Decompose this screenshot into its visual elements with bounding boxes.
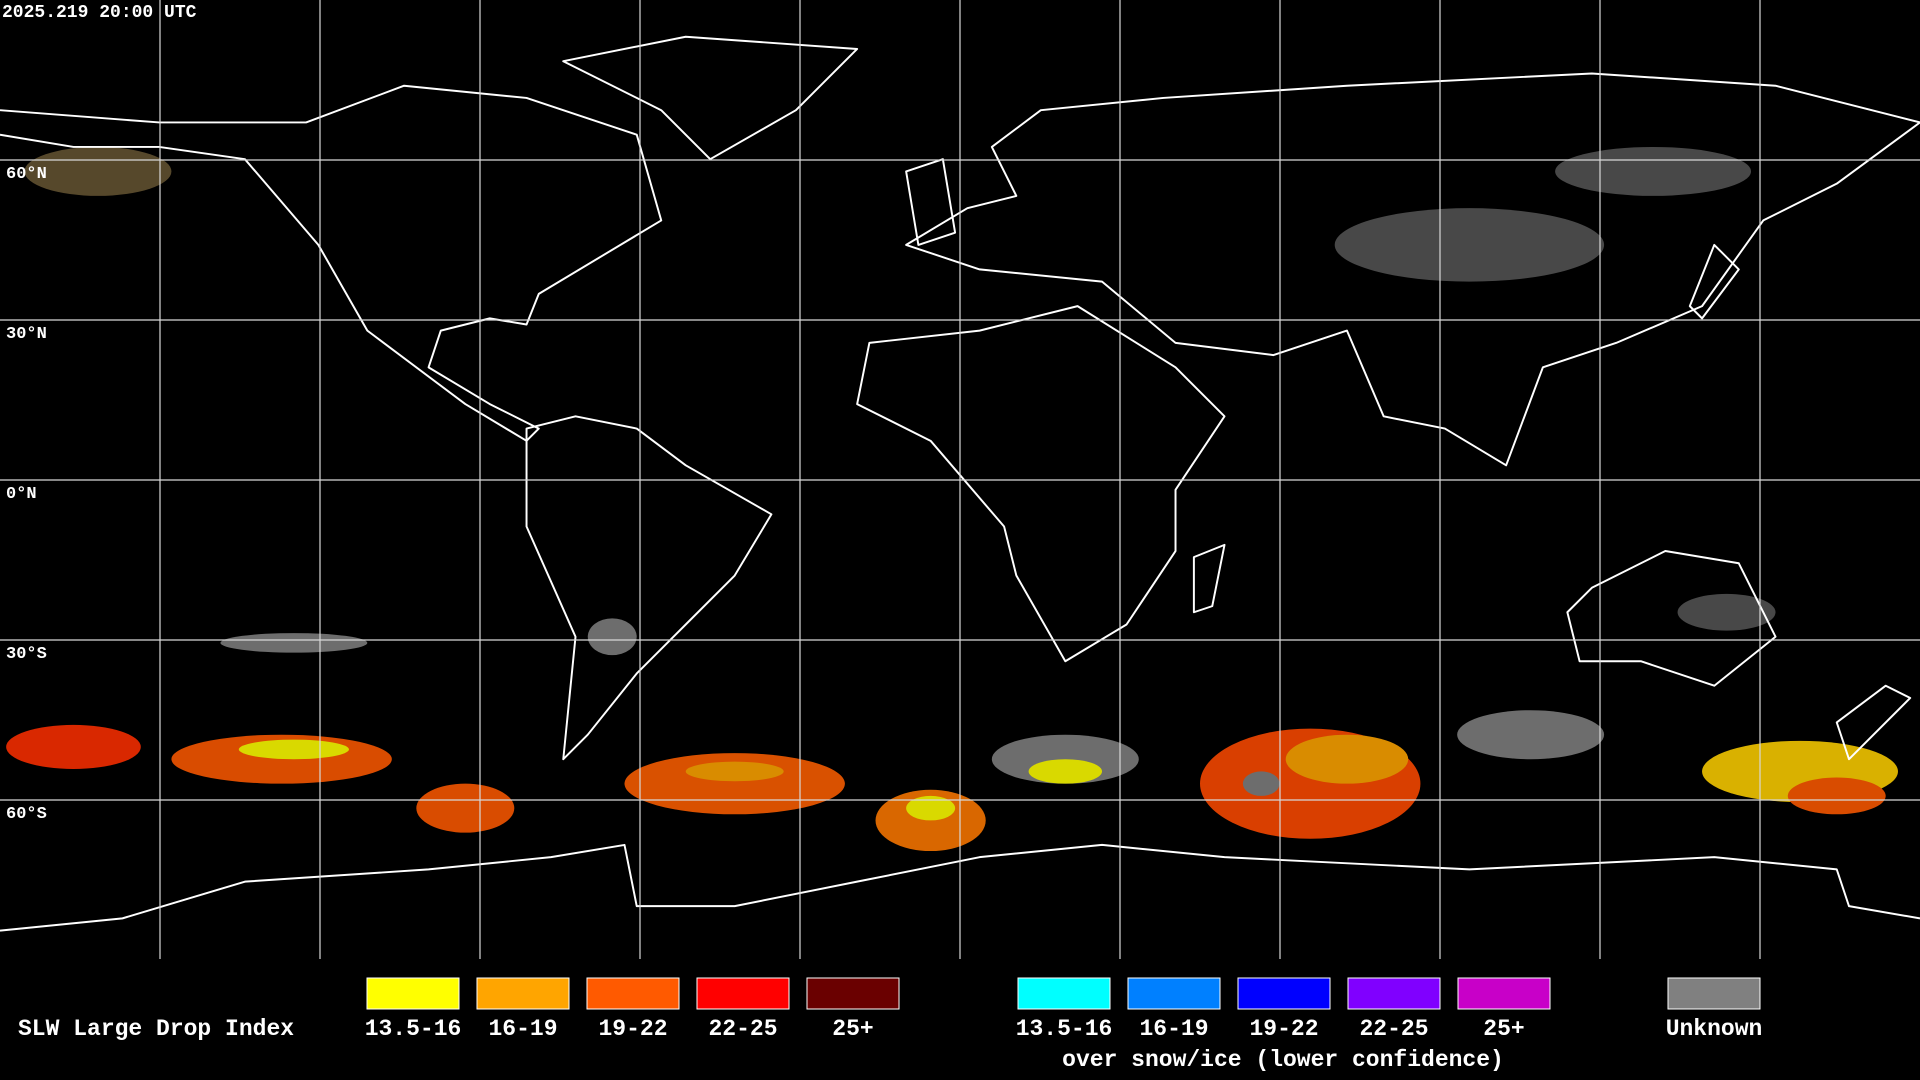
legend-label: 19-22 [1249,1016,1318,1042]
legend: SLW Large Drop Index over snow/ice (lowe… [18,977,1763,1073]
latitude-label: 60°N [6,165,47,184]
map-labels: 2025.219 20:00 UTC 60°N 30°N 0°N 30°S 60°S [2,3,197,824]
legend-swatch [1667,977,1761,1010]
legend-swatch [1017,977,1111,1010]
legend-swatch [586,977,680,1010]
legend-title: SLW Large Drop Index [18,1016,294,1042]
legend-swatch [1127,977,1221,1010]
cloud-field [6,146,1898,852]
legend-background [0,959,1920,1080]
legend-swatch [366,977,460,1010]
legend-label: 22-25 [1359,1016,1428,1042]
legend-label: 16-19 [488,1016,557,1042]
legend-label: Unknown [1666,1016,1763,1042]
legend-label: 25+ [832,1016,873,1042]
legend-label: 19-22 [598,1016,667,1042]
timestamp: 2025.219 20:00 UTC [2,3,197,23]
legend-label: 25+ [1483,1016,1524,1042]
legend-swatch [1237,977,1331,1010]
legend-label: 16-19 [1139,1016,1208,1042]
legend-swatch [696,977,790,1010]
legend-swatch [476,977,570,1010]
legend-label: 22-25 [708,1016,777,1042]
legend-swatch [806,977,900,1010]
latitude-label: 30°S [6,645,47,664]
latitude-label: 30°N [6,325,47,344]
coastlines [0,35,1920,932]
legend-swatch [1457,977,1551,1010]
graticule [0,0,1920,959]
latitude-label: 60°S [6,805,47,824]
legend-swatch [1347,977,1441,1010]
legend-label: 13.5-16 [1016,1016,1113,1042]
legend-label: 13.5-16 [365,1016,462,1042]
latitude-label: 0°N [6,485,37,504]
legend-note: over snow/ice (lower confidence) [1062,1047,1504,1073]
